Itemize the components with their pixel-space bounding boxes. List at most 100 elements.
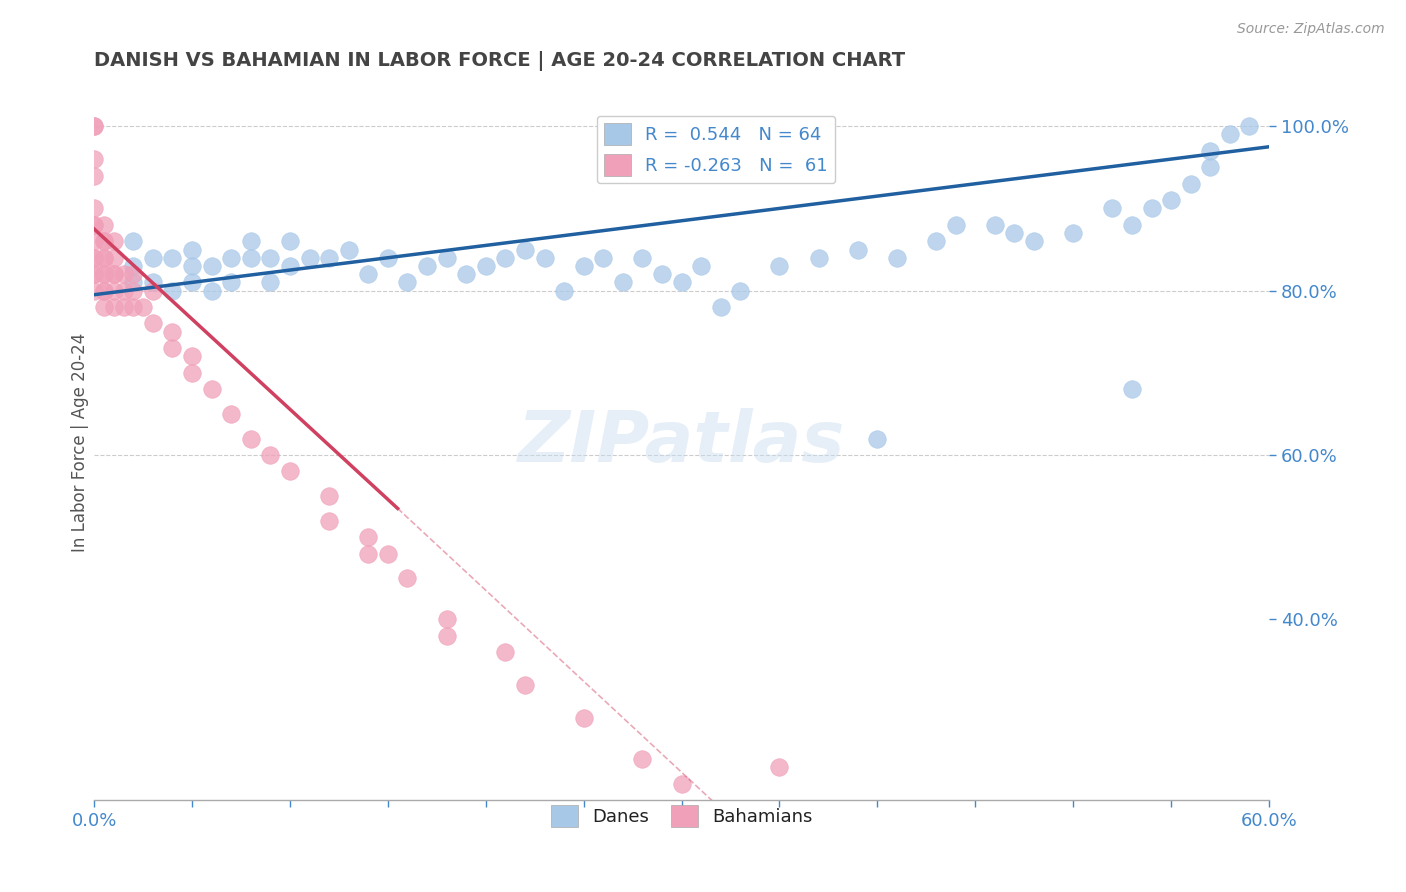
Point xyxy=(93,235,115,249)
Point xyxy=(925,235,948,249)
Point xyxy=(710,300,733,314)
Point xyxy=(337,243,360,257)
Point xyxy=(201,382,224,396)
Point xyxy=(807,251,830,265)
Point xyxy=(651,267,673,281)
Point xyxy=(494,251,516,265)
Point xyxy=(112,300,135,314)
Point xyxy=(122,300,145,314)
Point xyxy=(357,267,380,281)
Point xyxy=(201,284,224,298)
Point xyxy=(83,251,105,265)
Point xyxy=(83,235,105,249)
Point xyxy=(436,612,458,626)
Point xyxy=(259,251,281,265)
Point xyxy=(572,711,595,725)
Point xyxy=(513,243,536,257)
Point xyxy=(132,300,155,314)
Point xyxy=(494,645,516,659)
Point xyxy=(142,276,165,290)
Point xyxy=(93,251,115,265)
Point xyxy=(162,284,184,298)
Point xyxy=(122,276,145,290)
Point xyxy=(103,267,125,281)
Point xyxy=(318,251,340,265)
Point xyxy=(122,259,145,273)
Point xyxy=(142,317,165,331)
Point xyxy=(631,752,654,766)
Point xyxy=(592,251,614,265)
Point xyxy=(142,251,165,265)
Point xyxy=(219,276,242,290)
Point xyxy=(1199,161,1222,175)
Point xyxy=(768,760,790,774)
Point xyxy=(886,251,908,265)
Point xyxy=(278,235,301,249)
Point xyxy=(93,267,115,281)
Point xyxy=(259,276,281,290)
Point xyxy=(83,218,105,232)
Point xyxy=(103,251,125,265)
Point xyxy=(553,284,575,298)
Point xyxy=(93,300,115,314)
Point xyxy=(612,276,634,290)
Point xyxy=(572,259,595,273)
Point xyxy=(122,235,145,249)
Point xyxy=(318,514,340,528)
Point xyxy=(93,235,115,249)
Point xyxy=(1219,128,1241,142)
Point xyxy=(436,629,458,643)
Point xyxy=(377,547,399,561)
Point xyxy=(93,284,115,298)
Point xyxy=(533,251,555,265)
Point xyxy=(456,267,478,281)
Point xyxy=(377,251,399,265)
Point xyxy=(219,407,242,421)
Point xyxy=(181,350,204,364)
Text: DANISH VS BAHAMIAN IN LABOR FORCE | AGE 20-24 CORRELATION CHART: DANISH VS BAHAMIAN IN LABOR FORCE | AGE … xyxy=(94,51,905,70)
Point xyxy=(396,571,419,585)
Point xyxy=(83,202,105,216)
Point xyxy=(945,218,967,232)
Point xyxy=(1140,202,1163,216)
Point xyxy=(318,489,340,503)
Point xyxy=(1121,218,1143,232)
Point xyxy=(181,366,204,380)
Point xyxy=(201,259,224,273)
Point xyxy=(103,300,125,314)
Point xyxy=(93,251,115,265)
Point xyxy=(1101,202,1123,216)
Point xyxy=(93,218,115,232)
Point xyxy=(298,251,321,265)
Point xyxy=(219,251,242,265)
Point xyxy=(112,284,135,298)
Text: ZIPatlas: ZIPatlas xyxy=(517,409,845,477)
Point xyxy=(112,267,135,281)
Point xyxy=(730,284,752,298)
Point xyxy=(162,251,184,265)
Point xyxy=(142,284,165,298)
Point xyxy=(1199,144,1222,158)
Point xyxy=(1062,226,1084,240)
Point xyxy=(416,259,439,273)
Point xyxy=(93,284,115,298)
Point xyxy=(1121,382,1143,396)
Point xyxy=(181,243,204,257)
Y-axis label: In Labor Force | Age 20-24: In Labor Force | Age 20-24 xyxy=(72,333,89,552)
Point xyxy=(846,243,869,257)
Point xyxy=(436,251,458,265)
Point xyxy=(396,276,419,290)
Point xyxy=(671,276,693,290)
Point xyxy=(278,259,301,273)
Point xyxy=(474,259,496,273)
Point xyxy=(122,267,145,281)
Point xyxy=(984,218,1007,232)
Point xyxy=(83,218,105,232)
Point xyxy=(122,284,145,298)
Point xyxy=(1160,193,1182,207)
Point xyxy=(357,547,380,561)
Point xyxy=(83,284,105,298)
Point xyxy=(239,235,262,249)
Point xyxy=(103,235,125,249)
Point xyxy=(239,432,262,446)
